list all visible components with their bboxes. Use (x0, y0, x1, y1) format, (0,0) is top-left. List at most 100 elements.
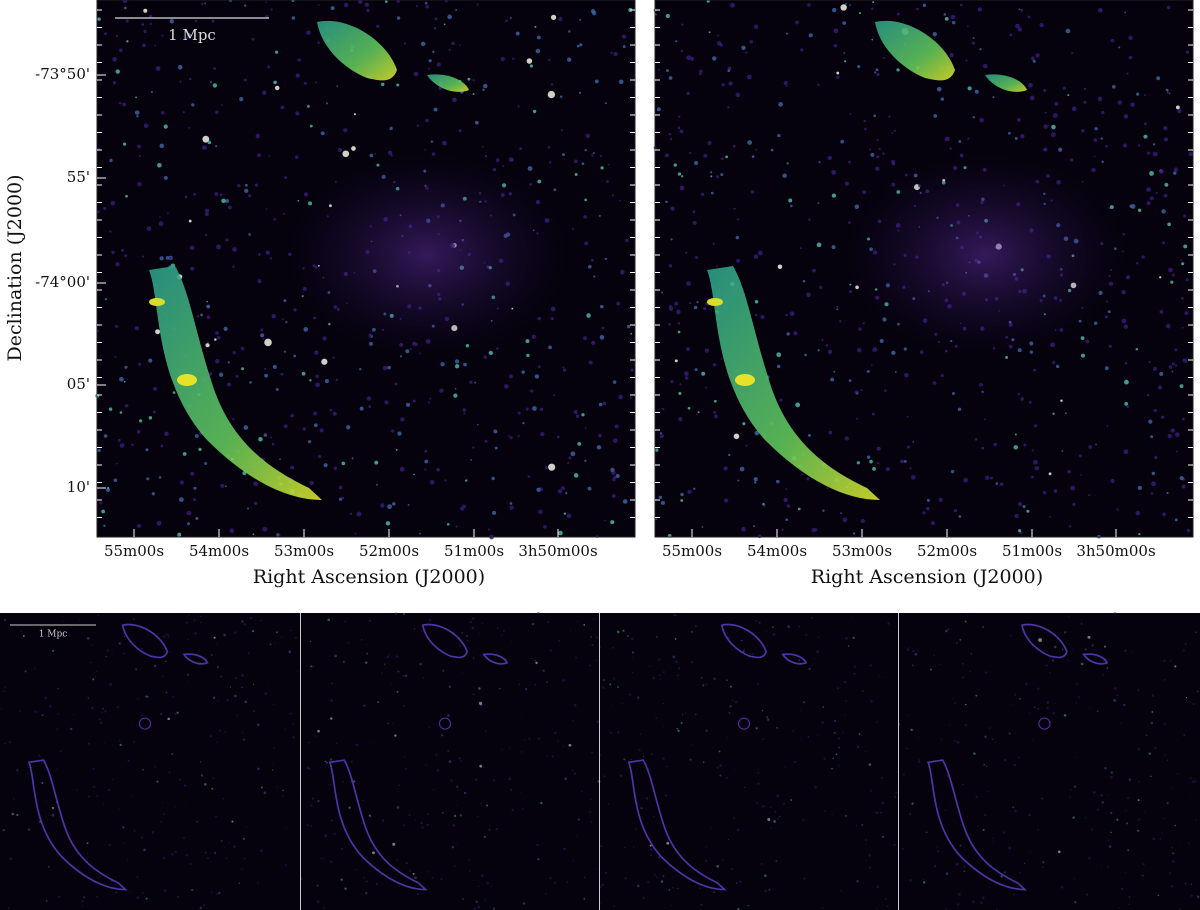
point-source (1150, 721, 1154, 725)
radio-source-outline (182, 653, 209, 665)
point-source (591, 154, 594, 157)
point-source (179, 80, 182, 83)
point-source (1137, 208, 1142, 212)
point-source (311, 797, 315, 800)
point-source (756, 802, 758, 804)
point-source (343, 2, 349, 8)
point-source (273, 746, 275, 749)
point-source (1084, 648, 1087, 651)
point-source (1018, 529, 1022, 533)
point-source (453, 814, 457, 818)
point-source (186, 510, 192, 516)
point-source (721, 83, 725, 87)
x-tick-label: 54m00s (747, 542, 807, 560)
point-source (376, 24, 380, 28)
point-source (1073, 785, 1077, 788)
point-source (660, 880, 664, 883)
point-source (455, 525, 458, 528)
point-source (206, 300, 208, 303)
point-source (26, 773, 29, 775)
point-source (984, 814, 987, 817)
point-source (770, 148, 774, 152)
point-source (576, 44, 580, 48)
x-axis-title: Right Ascension (J2000) (811, 566, 1043, 588)
point-source (464, 479, 468, 482)
point-source (843, 60, 847, 63)
point-source (1071, 52, 1074, 55)
point-source (821, 339, 824, 342)
point-source (443, 23, 446, 26)
point-source (158, 221, 164, 227)
point-source (937, 850, 940, 853)
point-source (109, 683, 112, 686)
point-source (330, 758, 333, 761)
point-source (430, 140, 434, 143)
point-source (310, 804, 313, 807)
point-source (108, 407, 113, 411)
point-source (779, 398, 783, 402)
point-source (1035, 53, 1040, 58)
point-source (570, 630, 572, 632)
point-source (1060, 885, 1064, 889)
point-source (396, 16, 401, 20)
point-source (131, 795, 134, 797)
point-source (286, 827, 288, 829)
point-source (845, 637, 848, 640)
point-source (290, 465, 295, 470)
point-source (1097, 7, 1103, 13)
point-source (1168, 365, 1173, 369)
point-source (1149, 171, 1154, 176)
point-source (985, 765, 988, 768)
point-source (710, 175, 713, 178)
point-source (1068, 643, 1071, 645)
point-source (1110, 39, 1115, 43)
point-source (1126, 275, 1131, 280)
point-source (360, 638, 363, 641)
point-source (340, 878, 343, 881)
point-source (420, 41, 426, 47)
point-source (1077, 696, 1081, 699)
point-source (151, 492, 155, 496)
point-source (249, 381, 252, 384)
point-source (272, 364, 277, 369)
point-source (933, 114, 938, 118)
point-source (1174, 364, 1178, 367)
point-source (1102, 673, 1105, 676)
point-source (836, 71, 840, 75)
point-source (160, 444, 164, 448)
point-source (831, 767, 833, 770)
point-source (1029, 95, 1035, 101)
point-source (502, 165, 505, 167)
point-source (577, 818, 580, 821)
point-source (1110, 831, 1112, 834)
point-source (584, 241, 589, 246)
point-source (1029, 852, 1031, 854)
point-source (562, 366, 565, 369)
point-source (1148, 360, 1151, 364)
point-source (323, 858, 325, 860)
point-source (174, 851, 177, 854)
point-source (87, 852, 89, 854)
point-source (1073, 878, 1075, 880)
point-source (848, 221, 851, 224)
point-source (911, 664, 914, 667)
point-source (146, 226, 152, 231)
point-source (1171, 860, 1175, 863)
point-source (1039, 23, 1044, 28)
point-source (1085, 893, 1089, 896)
point-source (720, 358, 723, 360)
point-source (622, 45, 626, 48)
point-source (16, 813, 19, 817)
point-source (814, 785, 817, 789)
point-source (687, 406, 691, 410)
point-source (662, 757, 665, 760)
point-source (677, 330, 681, 334)
point-source (811, 617, 813, 619)
point-source (86, 637, 90, 640)
point-source (282, 789, 284, 792)
point-source (202, 145, 207, 151)
point-source (876, 72, 880, 77)
point-source (1087, 635, 1091, 639)
point-source (484, 899, 486, 901)
point-source (938, 497, 943, 502)
